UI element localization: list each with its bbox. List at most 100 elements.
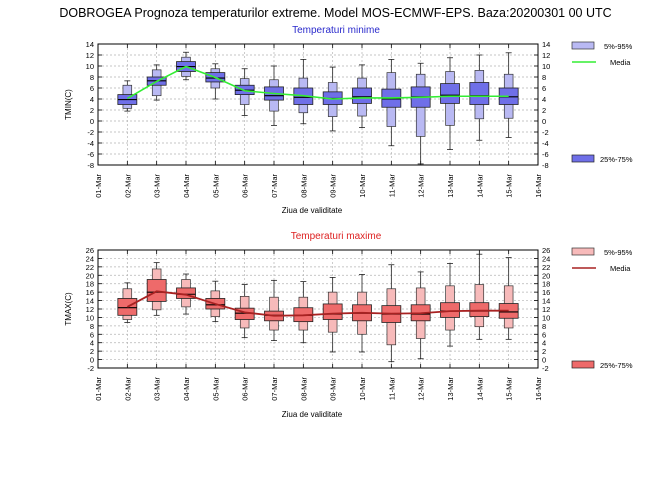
tmin-xtick-label: 10-Mar [358,174,367,198]
tmax-xtick-label: 10-Mar [358,377,367,401]
tmax-ytick-label-right: 6 [542,330,546,339]
tmin-mean-line [126,65,509,100]
tmin-x-axis-label: Ziua de validitate [282,206,343,215]
tmin-ytick-label-left: 12 [86,51,94,60]
tmax-x-axis-label: Ziua de validitate [282,410,343,419]
tmax-xtick-label: 08-Mar [299,377,308,401]
tmax-ytick-label-left: 18 [86,280,94,289]
tmin-plot-frame [97,43,539,166]
tmax-ytick-label-right: 2 [542,347,546,356]
tmin-xtick-label: 07-Mar [270,174,279,198]
tmin-ytick-label-left: -4 [87,139,94,148]
tmax-xtick-label: 04-Mar [182,377,191,401]
tmin-ytick-label-left: 4 [90,95,94,104]
main-title: DOBROGEA Prognoza temperaturilor extreme… [59,6,612,20]
tmax-legend-label-5-95: 5%-95% [604,248,633,257]
tmax-ytick-label-left: 12 [86,305,94,314]
tmin-ytick-label-right: 0 [542,117,546,126]
tmax-xtick-label: 07-Mar [270,377,279,401]
tmin-legend-swatch-5-95 [571,41,595,50]
tmax-ytick-label-left: 6 [90,330,94,339]
tmax-xtick-label: 06-Mar [241,377,250,401]
tmin-xtick-label: 15-Mar [505,174,514,198]
tmin-ytick-label-left: 2 [90,106,94,115]
tmax-ytick-label-left: -2 [87,364,94,373]
tmax-legend-swatch-25-75 [571,360,595,369]
tmax-ytick-label-right: 22 [542,263,550,272]
tmax-ytick-label-left: 22 [86,263,94,272]
tmin-xtick-label: 05-Mar [211,174,220,198]
tmin-legend-label-5-95: 5%-95% [604,42,633,51]
tmax-ytick-label-right: 26 [542,246,550,255]
tmin-ytick-label-left: 8 [90,73,94,82]
tmin-legend-label-25-75: 25%-75% [600,155,633,164]
tmin-ytick-label-right: 4 [542,95,546,104]
tmax-ytick-label-left: 24 [86,254,94,263]
tmax-legend-swatch-5-95 [571,247,595,256]
tmax-legend-label-mean: Media [610,264,631,273]
tmax-ytick-label-right: 0 [542,356,546,365]
tmin-ytick-label-right: -8 [542,161,549,170]
tmax-ytick-label-right: 24 [542,254,550,263]
tmax-xtick-label: 15-Mar [505,377,514,401]
tmax-xtick-label: 01-Mar [94,377,103,401]
tmax-ytick-label-right: 10 [542,313,550,322]
tmin-y-axis-label: TMIN(C) [64,89,73,120]
tmax-xtick-label: 03-Mar [153,377,162,401]
tmax-ytick-label-left: 10 [86,313,94,322]
tmax-ytick-label-right: 14 [542,297,550,306]
tmin-ytick-label-right: 2 [542,106,546,115]
tmin-xtick-label: 12-Mar [417,174,426,198]
tmax-ytick-label-right: -2 [542,364,549,373]
tmin-xtick-label: 16-Mar [534,174,543,198]
tmax-chart-title: Temperaturi maxime [291,231,382,242]
tmin-box-25-75 [352,87,372,104]
tmax-xtick-label: 12-Mar [417,377,426,401]
tmax-box-25-75 [440,302,460,318]
tmin-ytick-label-left: -2 [87,128,94,137]
tmin-xtick-label: 02-Mar [123,174,132,198]
tmin-ytick-label-right: 12 [542,51,550,60]
tmax-ytick-label-right: 8 [542,322,546,331]
tmax-xtick-label: 13-Mar [446,377,455,401]
tmax-xtick-label: 05-Mar [211,377,220,401]
tmin-legend-label-mean: Media [610,58,631,67]
tmin-xtick-label: 13-Mar [446,174,455,198]
tmax-xtick-label: 02-Mar [123,377,132,401]
tmax-ytick-label-right: 18 [542,280,550,289]
tmin-ytick-label-left: 10 [86,62,94,71]
tmax-ytick-label-left: 2 [90,347,94,356]
tmin-chart-title: Temperaturi minime [292,25,380,36]
tmin-ytick-label-left: -8 [87,161,94,170]
tmax-ytick-label-right: 4 [542,339,546,348]
tmin-box-25-75 [440,83,460,104]
tmax-xtick-label: 09-Mar [329,377,338,401]
tmin-xtick-label: 08-Mar [299,174,308,198]
tmin-ytick-label-left: -6 [87,150,94,159]
tmin-ytick-label-right: 8 [542,73,546,82]
tmin-ytick-label-right: -6 [542,150,549,159]
tmax-y-axis-label: TMAX(C) [64,292,73,326]
tmax-mean-line [126,290,509,317]
tmax-ytick-label-left: 20 [86,271,94,280]
tmin-xtick-label: 04-Mar [182,174,191,198]
tmax-xtick-label: 11-Mar [387,377,396,401]
tmax-box-25-75 [117,298,138,316]
tmax-ytick-label-right: 16 [542,288,550,297]
tmin-ytick-label-right: -2 [542,128,549,137]
tmax-box-25-75 [322,303,343,320]
tmin-xtick-label: 01-Mar [94,174,103,198]
tmax-ytick-label-right: 12 [542,305,550,314]
tmin-legend-swatch-25-75 [571,154,595,163]
tmin-xtick-label: 11-Mar [387,174,396,198]
tmax-xtick-label: 14-Mar [475,377,484,401]
tmin-box-25-75 [469,82,490,105]
tmax-ytick-label-left: 26 [86,246,94,255]
tmin-ytick-label-right: 14 [542,40,550,49]
tmin-xtick-label: 03-Mar [153,174,162,198]
tmin-ytick-label-right: 10 [542,62,550,71]
tmax-ytick-label-right: 20 [542,271,550,280]
tmin-ytick-label-left: 14 [86,40,94,49]
tmin-ytick-label-left: 0 [90,117,94,126]
